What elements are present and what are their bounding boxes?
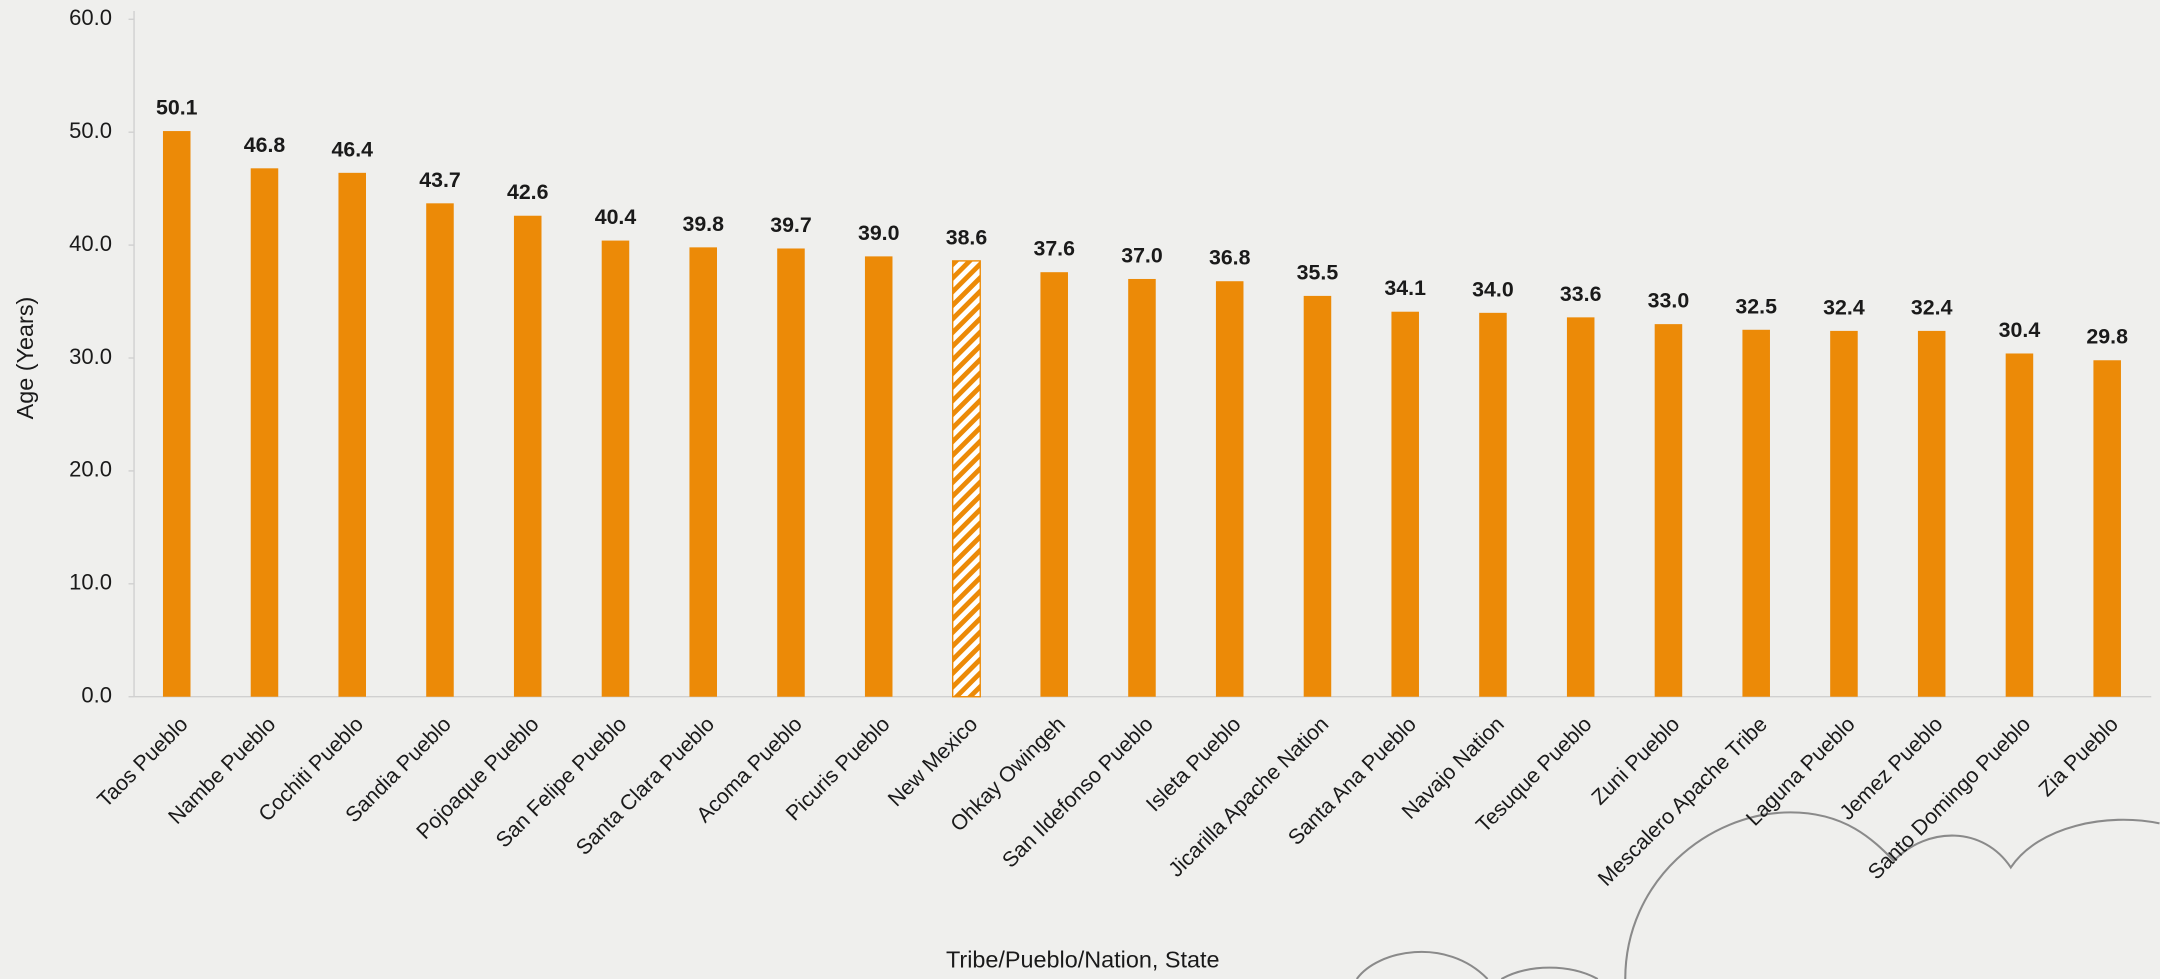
value-label: 32.5 — [1735, 294, 1777, 318]
y-tick-label: 60.0 — [69, 5, 112, 30]
y-tick-label: 10.0 — [69, 570, 112, 595]
bar — [601, 240, 630, 697]
bar — [864, 256, 893, 697]
x-tick-label: San Ildefonso Pueblo — [997, 712, 1157, 872]
bar — [777, 248, 805, 697]
bar — [952, 260, 981, 698]
value-label: 32.4 — [1823, 295, 1865, 319]
y-tick-label: 30.0 — [69, 344, 112, 369]
value-label: 30.4 — [1999, 318, 2041, 342]
bar — [2093, 360, 2121, 697]
bar — [1040, 272, 1068, 697]
value-label: 50.1 — [156, 96, 198, 120]
value-label: 34.1 — [1384, 276, 1426, 300]
bar — [1917, 330, 1946, 697]
bar — [1654, 324, 1683, 697]
bar — [1128, 278, 1156, 697]
bar — [1566, 317, 1595, 697]
bar — [1391, 311, 1419, 697]
x-axis-title: Tribe/Pueblo/Nation, State — [946, 946, 1219, 972]
decoration — [1355, 811, 2160, 979]
value-label: 38.6 — [946, 225, 988, 249]
y-tick-label: 0.0 — [81, 683, 112, 708]
bar — [338, 172, 366, 697]
y-tick-label: 50.0 — [69, 118, 112, 143]
bar — [1742, 329, 1770, 697]
y-tick-label: 40.0 — [69, 231, 112, 256]
y-axis-title: Age (Years) — [12, 297, 38, 420]
bar — [513, 215, 542, 697]
value-label: 42.6 — [507, 180, 549, 204]
x-tick-label: Zuni Pueblo — [1587, 712, 1684, 809]
value-label: 35.5 — [1297, 260, 1339, 284]
x-tick-label: Jicarilla Apache Nation — [1164, 712, 1334, 882]
value-label: 39.8 — [682, 212, 724, 236]
bar — [250, 168, 279, 697]
value-label: 46.8 — [244, 133, 286, 157]
value-label: 29.8 — [2086, 325, 2128, 349]
value-label: 37.6 — [1033, 237, 1075, 261]
x-tick-label: Mescalero Apache Tribe — [1593, 712, 1772, 891]
bar — [1303, 295, 1332, 697]
x-tick-label: Santo Domingo Pueblo — [1863, 712, 2035, 884]
bar — [426, 203, 454, 697]
value-label: 36.8 — [1209, 246, 1251, 270]
bar — [1830, 330, 1858, 697]
value-label: 37.0 — [1121, 243, 1163, 267]
value-label: 43.7 — [419, 168, 461, 192]
value-label: 33.0 — [1648, 289, 1690, 313]
value-label: 33.6 — [1560, 282, 1602, 306]
bar — [1479, 312, 1507, 697]
value-label: 39.0 — [858, 221, 900, 245]
bar — [162, 131, 191, 697]
value-label: 32.4 — [1911, 295, 1953, 319]
y-tick-label: 20.0 — [69, 457, 112, 482]
bar — [689, 247, 717, 697]
value-label: 39.7 — [770, 213, 812, 237]
x-tick-label: Zia Pueblo — [2034, 712, 2123, 801]
bar — [2005, 353, 2034, 697]
bar — [1215, 281, 1244, 697]
value-label: 40.4 — [595, 205, 637, 229]
value-label: 34.0 — [1472, 277, 1514, 301]
value-label: 46.4 — [331, 137, 373, 161]
